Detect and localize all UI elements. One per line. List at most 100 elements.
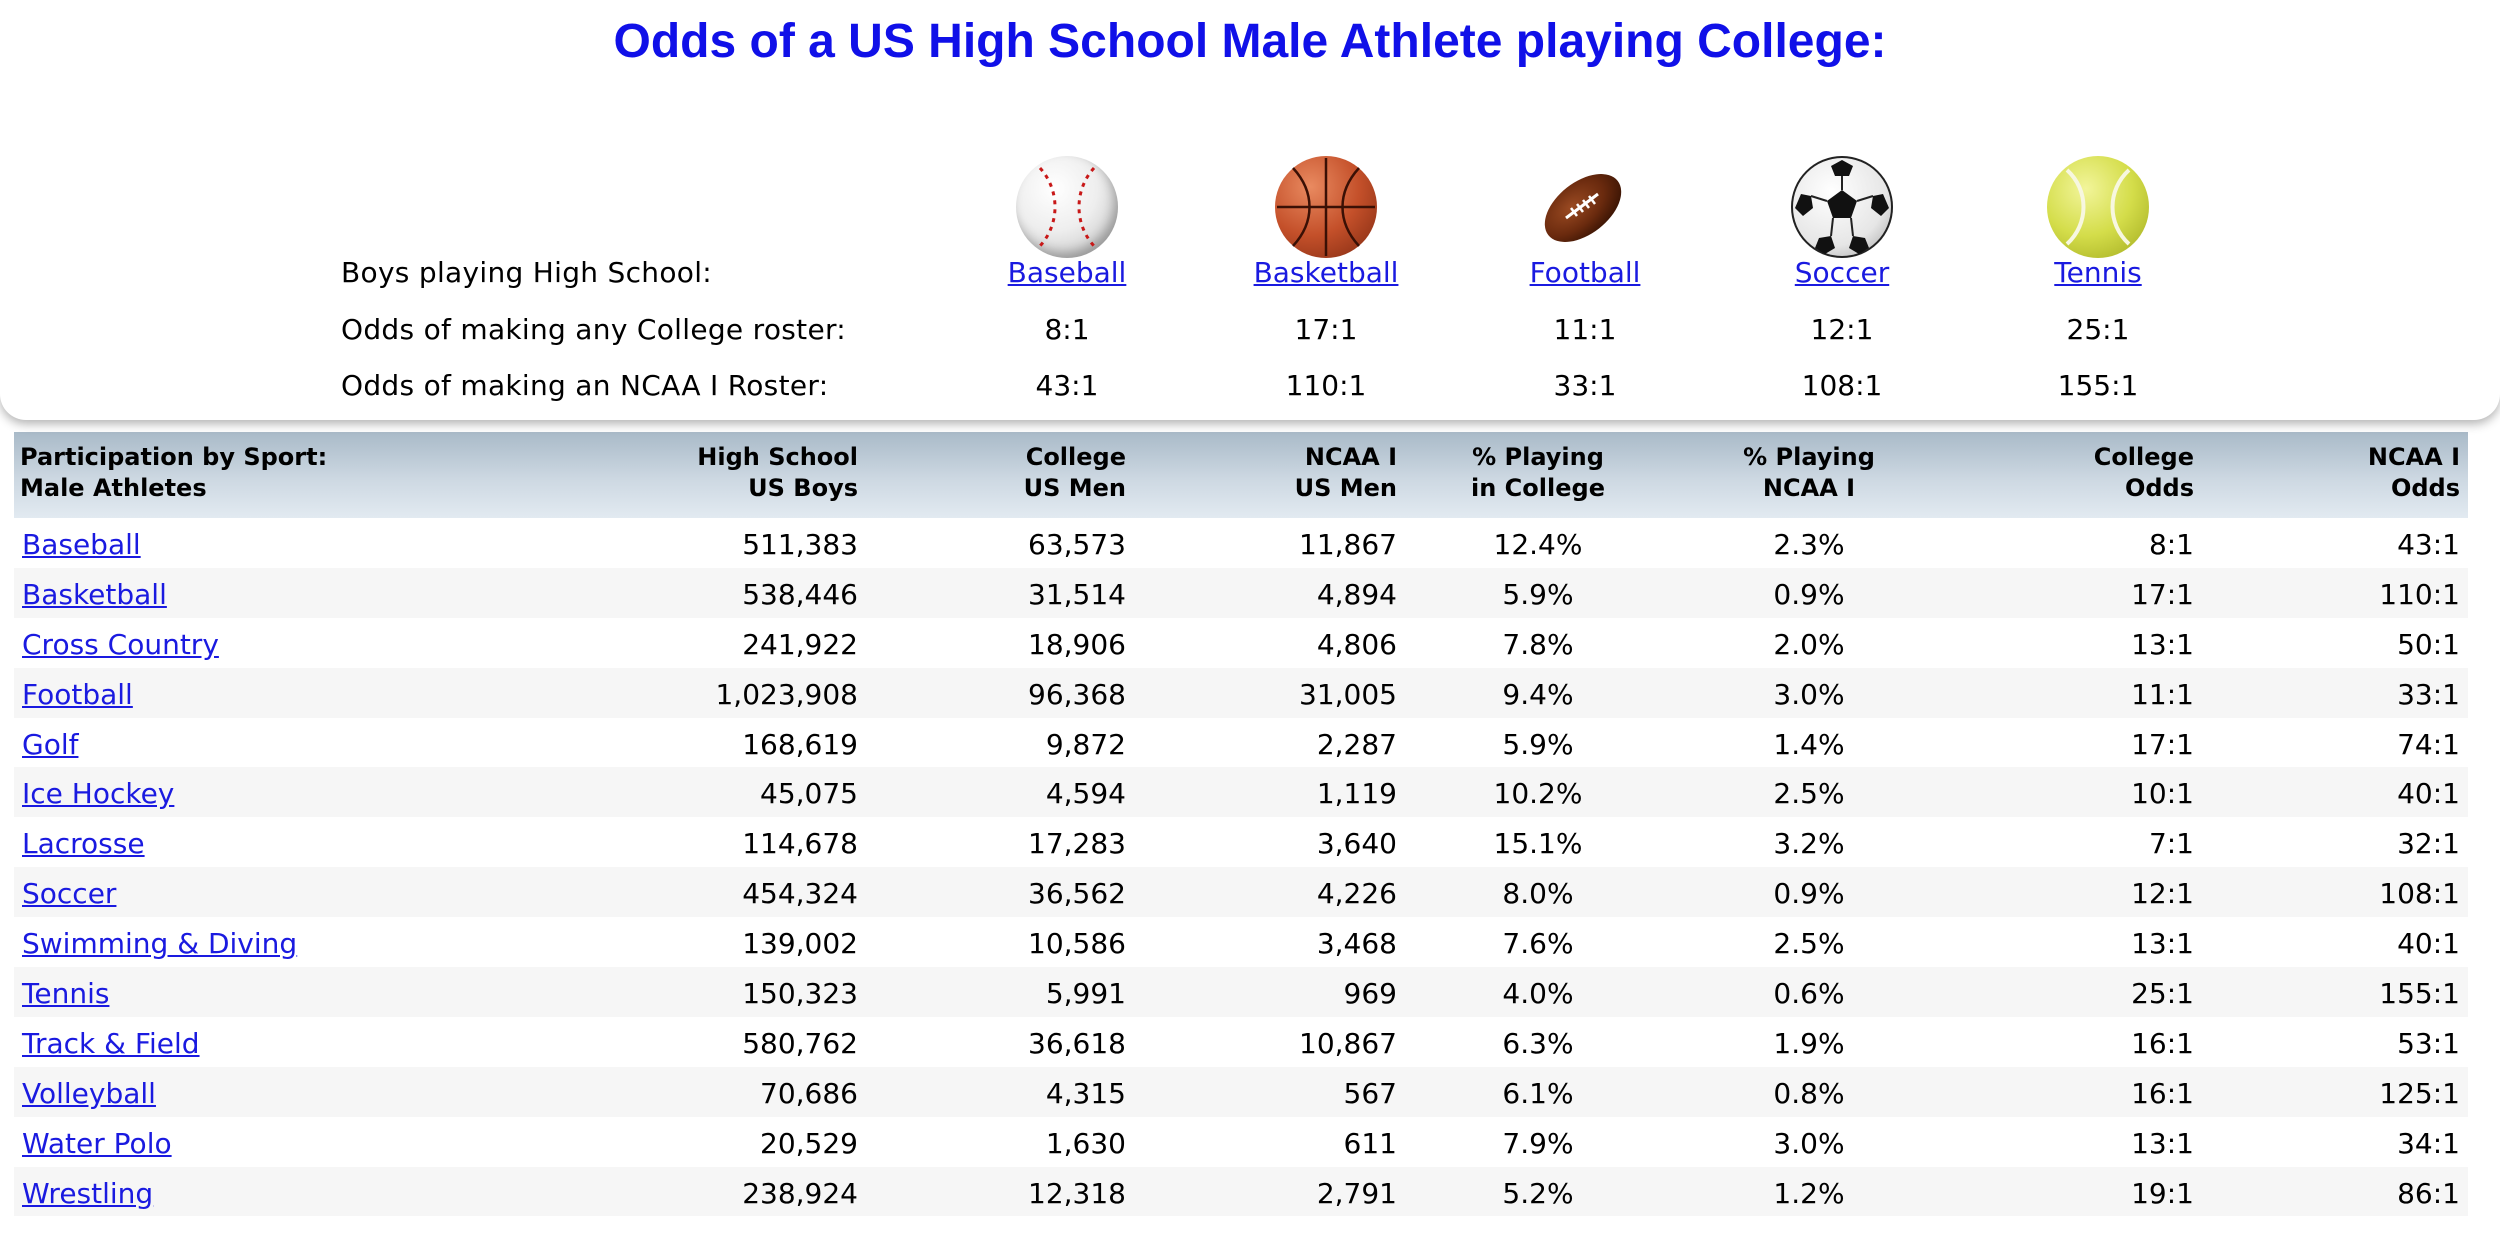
cell-college: 1,630 <box>1045 1126 1126 1160</box>
cell-pct-college: 8.0% <box>1502 877 1574 911</box>
cell-college-odds: 17:1 <box>2131 577 2194 611</box>
summary-college-odds-football: 11:1 <box>1553 313 1617 346</box>
cell-pct-college: 6.1% <box>1502 1076 1574 1110</box>
sport-link[interactable]: Swimming & Diving <box>22 927 298 961</box>
cell-hs: 538,446 <box>742 577 858 611</box>
cell-ncaa: 4,806 <box>1316 627 1397 661</box>
sport-link[interactable]: Basketball <box>22 577 167 611</box>
table-row: Volleyball 70,686 4,315 567 6.1% 0.8% 16:1 125:… <box>14 1066 2468 1117</box>
cell-hs: 168,619 <box>742 727 858 761</box>
cell-college-odds: 7:1 <box>2148 827 2194 861</box>
ncaa-odds-label: Odds of making an NCAA I Roster: <box>341 369 829 402</box>
summary-link-football[interactable]: Football <box>1529 256 1641 289</box>
summary-ncaa-odds-baseball: 43:1 <box>1035 369 1099 402</box>
cell-ncaa-odds: 86:1 <box>2397 1176 2460 1210</box>
cell-ncaa: 4,226 <box>1316 877 1397 911</box>
sport-link[interactable]: Soccer <box>22 877 117 911</box>
cell-pct-college: 15.1% <box>1493 827 1583 861</box>
sport-link[interactable]: Tennis <box>22 977 110 1011</box>
table-row: Tennis 150,323 5,991 969 4.0% 0.6% 25:1 155:1 <box>14 967 2468 1017</box>
cell-college-odds: 17:1 <box>2131 727 2194 761</box>
cell-ncaa: 2,791 <box>1316 1176 1397 1210</box>
cell-ncaa: 1,119 <box>1316 777 1397 811</box>
cell-college-odds: 16:1 <box>2131 1026 2194 1060</box>
sport-link[interactable]: Track & Field <box>22 1026 200 1060</box>
cell-ncaa: 31,005 <box>1299 677 1397 711</box>
summary-ncaa-odds-football: 33:1 <box>1553 369 1617 402</box>
table-row: Football 1,023,908 96,368 31,005 9.4% 3.0% 11:… <box>14 667 2468 718</box>
hs-label: Boys playing High School: <box>341 256 713 289</box>
cell-college-odds: 12:1 <box>2131 877 2194 911</box>
table-body: Baseball 511,383 63,573 11,867 12.4% 2.3% 8:1 4… <box>14 518 2468 1217</box>
cell-pct-ncaa: 1.9% <box>1773 1026 1845 1060</box>
header-ncaa-men: NCAA I US Men <box>1294 443 1397 502</box>
cell-ncaa: 611 <box>1343 1126 1397 1160</box>
table-row: Baseball 511,383 63,573 11,867 12.4% 2.3% 8:1 4… <box>14 518 2468 568</box>
header-pct-ncaa: % Playing NCAA I <box>1743 443 1875 502</box>
cell-pct-college: 7.6% <box>1502 927 1574 961</box>
sport-link[interactable]: Golf <box>22 727 79 761</box>
cell-college: 36,562 <box>1028 877 1126 911</box>
table-row: Track & Field 580,762 36,618 10,867 6.3% 1.9… <box>14 1017 2468 1067</box>
cell-pct-college: 9.4% <box>1502 677 1574 711</box>
sport-link[interactable]: Lacrosse <box>22 827 145 861</box>
college-odds-label: Odds of making any College roster: <box>341 313 847 346</box>
cell-hs: 241,922 <box>742 627 858 661</box>
cell-pct-ncaa: 1.4% <box>1773 727 1845 761</box>
sport-link[interactable]: Ice Hockey <box>22 777 175 811</box>
cell-pct-college: 7.8% <box>1502 627 1574 661</box>
header-pct-college: % Playing in College <box>1471 443 1605 502</box>
header-college-odds: College Odds <box>2093 443 2194 502</box>
cell-hs: 1,023,908 <box>715 677 858 711</box>
header-college-men: College US Men <box>1023 443 1126 502</box>
cell-college-odds: 19:1 <box>2131 1176 2194 1210</box>
cell-ncaa-odds: 32:1 <box>2397 827 2460 861</box>
summary-college-odds-basketball: 17:1 <box>1294 313 1358 346</box>
cell-college: 17,283 <box>1028 827 1126 861</box>
sport-link[interactable]: Wrestling <box>22 1176 154 1210</box>
sport-link[interactable]: Water Polo <box>22 1126 172 1160</box>
cell-college: 4,315 <box>1045 1076 1126 1110</box>
sport-link[interactable]: Cross Country <box>22 627 219 661</box>
cell-college: 63,573 <box>1028 528 1126 561</box>
cell-ncaa-odds: 110:1 <box>2379 577 2460 611</box>
cell-hs: 238,924 <box>742 1176 858 1210</box>
cell-ncaa-odds: 74:1 <box>2397 727 2460 761</box>
cell-hs: 454,324 <box>742 877 858 911</box>
cell-ncaa-odds: 40:1 <box>2397 777 2460 811</box>
cell-pct-college: 4.0% <box>1502 977 1574 1011</box>
cell-hs: 511,383 <box>742 528 858 561</box>
cell-hs: 580,762 <box>742 1026 858 1060</box>
cell-college: 31,514 <box>1028 577 1126 611</box>
summary-ncaa-odds-soccer: 108:1 <box>1801 369 1883 402</box>
summary-link-soccer[interactable]: Soccer <box>1794 256 1890 289</box>
sport-link[interactable]: Football <box>22 677 133 711</box>
table-header: Participation by Sport: Male Athletes Hig… <box>14 432 2468 518</box>
cell-pct-ncaa: 2.3% <box>1773 528 1845 561</box>
cell-pct-ncaa: 0.9% <box>1773 577 1845 611</box>
summary-college-odds-soccer: 12:1 <box>1810 313 1874 346</box>
baseball-icon <box>1016 156 1118 258</box>
cell-ncaa-odds: 33:1 <box>2397 677 2460 711</box>
cell-college-odds: 13:1 <box>2131 1126 2194 1160</box>
cell-college-odds: 13:1 <box>2131 627 2194 661</box>
cell-ncaa: 3,468 <box>1316 927 1397 961</box>
cell-pct-ncaa: 2.0% <box>1773 627 1845 661</box>
cell-pct-ncaa: 1.2% <box>1773 1176 1845 1210</box>
summary-link-basketball[interactable]: Basketball <box>1253 256 1399 289</box>
cell-ncaa-odds: 50:1 <box>2397 627 2460 661</box>
table-row: Cross Country 241,922 18,906 4,806 7.8% 2.0% 1… <box>14 618 2468 668</box>
table-row: Wrestling 238,924 12,318 2,791 5.2% 1.2% 19:1 8… <box>14 1166 2468 1217</box>
summary-college-odds-tennis: 25:1 <box>2066 313 2130 346</box>
summary-link-tennis[interactable]: Tennis <box>2054 256 2142 289</box>
sport-link[interactable]: Volleyball <box>22 1076 156 1110</box>
table-row: Water Polo 20,529 1,630 611 7.9% 3.0% 13:1 34:1 <box>14 1117 2468 1167</box>
summary-college-odds-baseball: 8:1 <box>1044 313 1090 346</box>
summary-link-baseball[interactable]: Baseball <box>1007 256 1127 289</box>
summary-ncaa-odds-tennis: 155:1 <box>2057 369 2139 402</box>
cell-hs: 45,075 <box>760 777 858 811</box>
cell-hs: 20,529 <box>760 1126 858 1160</box>
header-sport: Participation by Sport: Male Athletes <box>20 443 328 502</box>
sport-link[interactable]: Baseball <box>22 528 141 561</box>
cell-pct-college: 7.9% <box>1502 1126 1574 1160</box>
